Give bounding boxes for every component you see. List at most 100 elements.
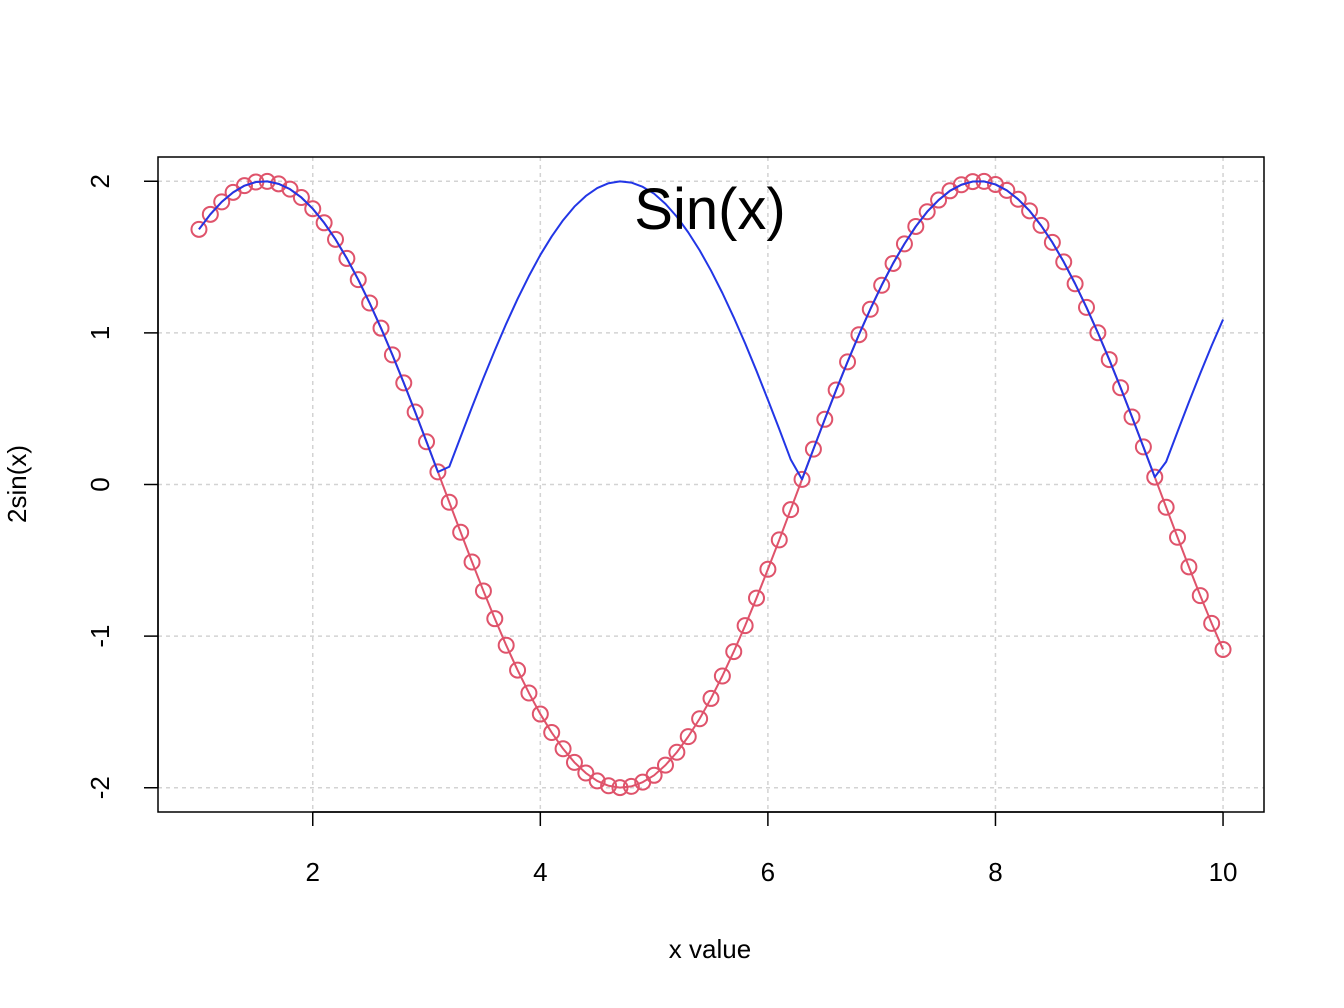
series-1-point: [702, 689, 720, 707]
series-1-point: [622, 777, 640, 795]
y-tick-label: 1: [85, 326, 115, 340]
series-1-point: [895, 235, 913, 253]
series-1-point: [281, 180, 299, 198]
x-tick-label: 6: [761, 857, 775, 887]
series-1-point: [520, 684, 538, 702]
series-1-point: [804, 440, 822, 458]
series-2-line: [198, 180, 1224, 481]
series-1-point: [327, 230, 345, 248]
series-1-point: [1214, 640, 1232, 658]
y-tick-label: 0: [85, 477, 115, 491]
series-1-point: [1055, 253, 1073, 271]
series-1-point: [668, 743, 686, 761]
series-1-point: [1146, 468, 1164, 486]
series-1-point: [1180, 558, 1198, 576]
series-1-point: [235, 177, 253, 195]
series-1-point: [486, 610, 504, 628]
series-1-point: [1032, 216, 1050, 234]
x-tick-label: 10: [1209, 857, 1238, 887]
series-1-point: [304, 200, 322, 218]
series-1-point: [1043, 233, 1061, 251]
series-1-point: [565, 753, 583, 771]
series-1-point: [315, 214, 333, 232]
series-1-point: [850, 326, 868, 344]
series-1-point: [361, 294, 379, 312]
series-1-point: [816, 410, 834, 428]
axis-layer: 2 4 6 8 10 -2 -1 0 1 2: [85, 174, 1237, 887]
series-1-point: [372, 319, 390, 337]
x-tick-label: 8: [988, 857, 1002, 887]
series-1-point: [918, 203, 936, 221]
series-1-point: [190, 220, 208, 238]
x-tick-label: 4: [533, 857, 547, 887]
series-1-point: [770, 531, 788, 549]
series-1-point: [884, 254, 902, 272]
series-1-point: [873, 276, 891, 294]
chart-title: Sin(x): [634, 177, 785, 242]
series-1-point: [1191, 587, 1209, 605]
series-1-point: [1123, 408, 1141, 426]
series-1-point: [839, 353, 857, 371]
series-1-point: [509, 661, 527, 679]
grid-layer: [158, 157, 1264, 812]
series-1-point: [577, 764, 595, 782]
series-1-point: [349, 271, 367, 289]
series-1-point: [395, 374, 413, 392]
series-1-point: [588, 772, 606, 790]
series-1-point: [930, 191, 948, 209]
y-tick-label: -1: [85, 625, 115, 648]
series-1-point: [713, 667, 731, 685]
series-1-point: [406, 403, 424, 421]
series-1-point: [907, 217, 925, 235]
series-1-point: [952, 176, 970, 194]
series-1-point: [1077, 298, 1095, 316]
series-1-point: [1112, 379, 1130, 397]
x-axis-title: x value: [669, 934, 751, 964]
y-axis-title: 2sin(x): [2, 445, 32, 523]
series-1-point: [782, 501, 800, 519]
series-1-point: [998, 181, 1016, 199]
series-1-point: [338, 249, 356, 267]
series-1-point: [429, 463, 447, 481]
series-1-point: [292, 188, 310, 206]
series-1-point: [600, 777, 618, 795]
series-1-point: [201, 205, 219, 223]
series-1-point: [725, 643, 743, 661]
series-1-point: [1066, 275, 1084, 293]
series-1-point: [1203, 614, 1221, 632]
series-1-point: [748, 589, 766, 607]
series-1-point: [827, 381, 845, 399]
series-1-point: [645, 766, 663, 784]
series-1-point: [1100, 351, 1118, 369]
series-1-point: [452, 523, 470, 541]
series-1-point: [1157, 498, 1175, 516]
series-1-point: [440, 493, 458, 511]
series-1-point: [736, 617, 754, 635]
series-1-point: [656, 756, 674, 774]
x-tick-label: 2: [306, 857, 320, 887]
series-1-point: [474, 582, 492, 600]
series-1-point: [497, 636, 515, 654]
series-1-point: [691, 710, 709, 728]
series-1-point: [793, 470, 811, 488]
series-1-point: [531, 705, 549, 723]
series-1-point: [679, 728, 697, 746]
series-1-point: [1169, 528, 1187, 546]
series-1-point: [543, 724, 561, 742]
series-1-point: [213, 193, 231, 211]
series-layer: [190, 172, 1232, 797]
series-1-point: [418, 433, 436, 451]
y-tick-label: -2: [85, 776, 115, 799]
series-1-point: [759, 560, 777, 578]
series-1-point: [1089, 324, 1107, 342]
series-1-point: [1009, 190, 1027, 208]
series-1-point: [383, 346, 401, 364]
y-tick-label: 2: [85, 174, 115, 188]
series-1-point: [463, 553, 481, 571]
series-1-point: [1021, 202, 1039, 220]
series-1-point: [611, 779, 629, 797]
series-1-point: [861, 300, 879, 318]
series-1-point: [554, 740, 572, 758]
series-1-point: [1134, 438, 1152, 456]
